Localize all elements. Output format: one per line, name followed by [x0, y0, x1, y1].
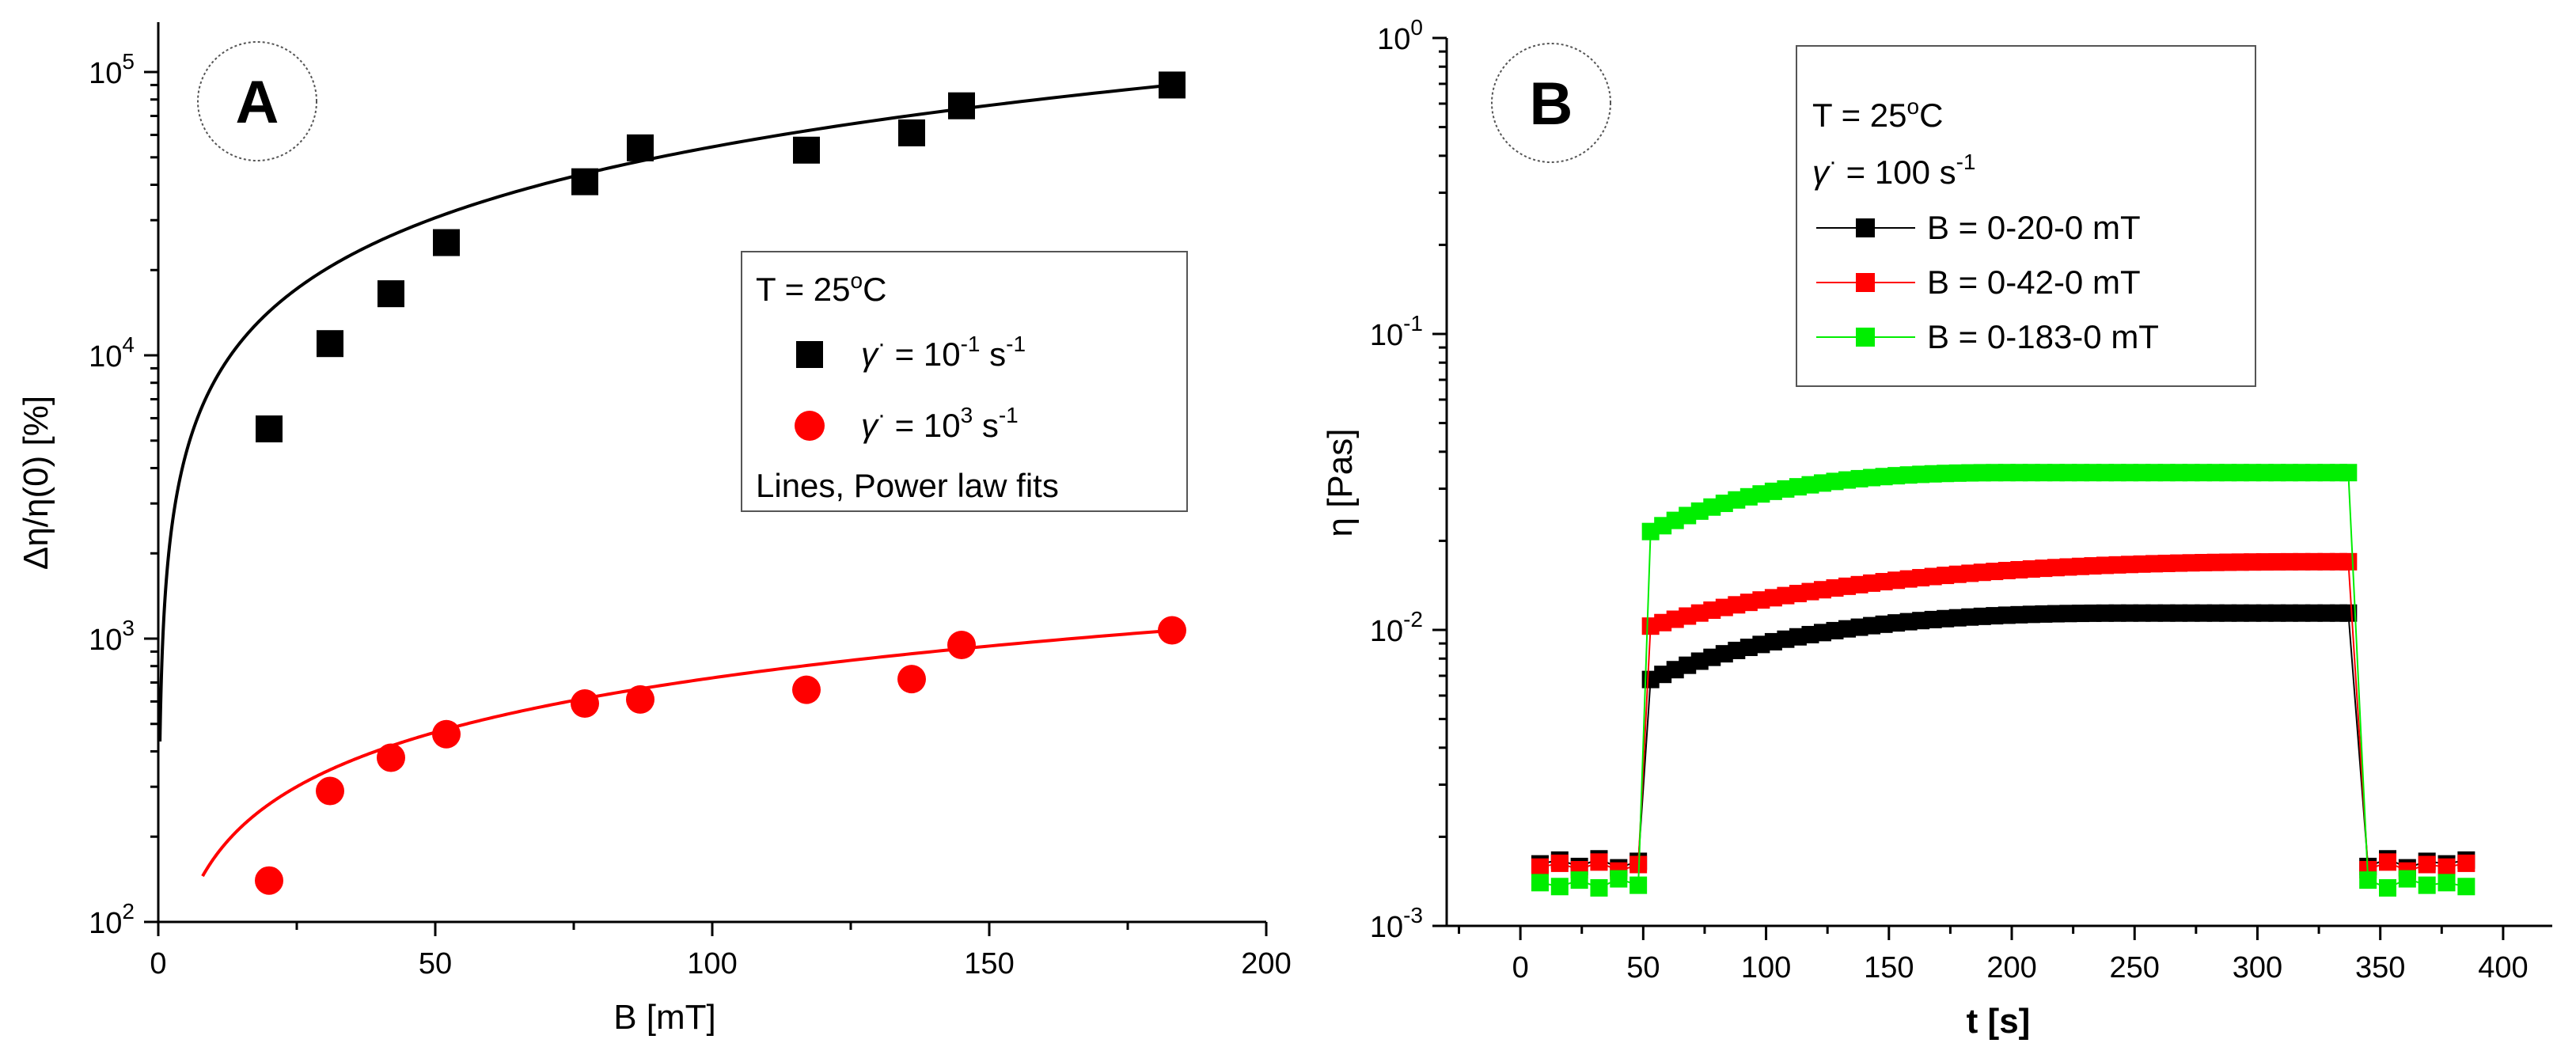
data-point-circle: [1158, 616, 1186, 645]
data-point-circle: [947, 630, 976, 659]
legend-line-green: [1816, 328, 1915, 347]
data-point-square: [377, 280, 404, 308]
data-point-square: [2379, 878, 2397, 897]
panel-b-legend-entry-2: B = 0-42-0 mT: [1927, 264, 2141, 301]
panel-a-ticks: 0 50 100 150 200 102 103 104 105: [89, 49, 1292, 980]
legend-line-black: [1816, 218, 1915, 237]
data-point-square: [256, 415, 283, 442]
panel-b-legend-entry-3: B = 0-183-0 mT: [1927, 318, 2159, 355]
panel-b: 0 50 100 150 200 250 300 350 40010-310-210-1100 …: [1321, 15, 2552, 1041]
data-point-circle: [626, 685, 654, 714]
data-point-square: [1159, 71, 1186, 99]
fit-line-2: [201, 628, 1173, 878]
data-point-square: [2339, 604, 2358, 622]
x-tick-label: 350: [2355, 951, 2405, 984]
data-point-square: [1550, 878, 1569, 896]
data-point-circle: [432, 719, 461, 749]
data-point-square: [2457, 854, 2475, 872]
series-line-1: [1539, 612, 2467, 869]
x-tick-label: 200: [1241, 947, 1291, 980]
data-point-square: [2339, 464, 2358, 482]
panel-a-badge-label: A: [236, 69, 279, 136]
data-point-circle: [792, 675, 821, 704]
panel-a-legend-note: Lines, Power law fits: [756, 467, 1059, 504]
fit-line-1: [158, 83, 1173, 742]
data-point-square: [2438, 874, 2456, 892]
data-point-square: [317, 330, 343, 358]
x-tick-label: 250: [2110, 951, 2160, 984]
panel-a-y-axis-title: Δη/η(0) [%]: [17, 396, 55, 570]
data-point-square: [2379, 853, 2397, 871]
data-point-square: [2339, 552, 2358, 571]
data-point-square: [2418, 855, 2436, 874]
data-point-square: [948, 92, 975, 119]
x-tick-label: 150: [1864, 951, 1914, 984]
data-point-square: [2438, 858, 2456, 876]
data-point-circle: [897, 665, 926, 694]
legend-line-red: [1816, 273, 1915, 292]
y-tick-label: 105: [89, 49, 135, 90]
x-tick-label: 300: [2233, 951, 2282, 984]
panel-b-ticks: 0 50 100 150 200 250 300 350 400 10-3 10-2 10-1 100: [1370, 15, 2529, 984]
data-point-square: [2398, 870, 2416, 888]
panel-a-legend-box: [741, 251, 1188, 512]
y-tick-label: 102: [89, 899, 135, 940]
panel-a-legend-title: T = 25oC: [756, 268, 886, 308]
x-tick-label: 400: [2478, 951, 2528, 984]
x-tick-label: 50: [419, 947, 452, 980]
panel-b-legend-rate: γ· = 100 s-1: [1812, 149, 1976, 191]
data-point-square: [627, 134, 654, 161]
panel-b-marks: [1531, 464, 2475, 897]
y-tick-label: 10-1: [1370, 311, 1423, 352]
data-point-square: [1610, 870, 1628, 888]
panel-b-legend-entry-1: B = 0-20-0 mT: [1927, 209, 2141, 246]
data-point-square: [2359, 871, 2377, 889]
panel-a-x-axis-title: B [mT]: [613, 998, 716, 1037]
y-tick-label: 104: [89, 332, 135, 374]
data-point-square: [1629, 876, 1648, 894]
data-point-square: [1570, 871, 1588, 889]
y-tick-label: 10-2: [1370, 607, 1423, 648]
legend-marker-circle: [795, 411, 825, 441]
y-tick-label: 103: [89, 616, 135, 657]
panel-a-legend-entry-2: γ· = 103 s-1: [861, 402, 1019, 444]
data-point-square: [1590, 878, 1608, 897]
panel-a: 0 50 100 150 200 102 103 104 105 B [mT] Δη/η(0) …: [17, 22, 1292, 1037]
panel-b-y-axis-title: η [Pas]: [1321, 429, 1360, 537]
x-tick-label: 100: [687, 947, 737, 980]
legend-marker-square: [796, 341, 823, 368]
panel-b-badge-circle: [1491, 43, 1611, 163]
panel-b-legend-title: T = 25oC: [1812, 94, 1943, 134]
x-tick-label: 100: [1741, 951, 1791, 984]
data-point-square: [571, 168, 598, 195]
panel-a-legend-entry-1: γ· = 10-1 s-1: [861, 331, 1026, 373]
x-tick-label: 0: [1512, 951, 1529, 984]
data-point-circle: [571, 689, 599, 719]
panel-b-x-axis-title: t [s]: [1967, 1002, 2031, 1041]
data-point-square: [2418, 876, 2436, 894]
panel-b-badge-label: B: [1530, 70, 1573, 138]
x-tick-label: 200: [1986, 951, 2036, 984]
data-point-circle: [316, 776, 344, 806]
series-line-3: [1539, 472, 2467, 889]
y-tick-label: 100: [1377, 15, 1423, 56]
data-point-square: [1531, 874, 1549, 892]
x-tick-label: 150: [964, 947, 1014, 980]
data-point-square: [1550, 854, 1569, 872]
y-tick-label: 10-3: [1370, 903, 1423, 944]
panel-a-badge-circle: [197, 41, 317, 161]
x-tick-label: 50: [1626, 951, 1660, 984]
data-point-square: [1531, 858, 1549, 876]
data-point-square: [1590, 853, 1608, 871]
data-point-square: [793, 136, 820, 164]
data-point-square: [898, 119, 925, 146]
data-point-square: [433, 229, 460, 256]
data-point-circle: [377, 743, 405, 772]
data-point-square: [2457, 878, 2475, 896]
panel-a-marks: [158, 71, 1186, 895]
x-tick-label: 0: [150, 947, 166, 980]
data-point-circle: [255, 866, 283, 895]
